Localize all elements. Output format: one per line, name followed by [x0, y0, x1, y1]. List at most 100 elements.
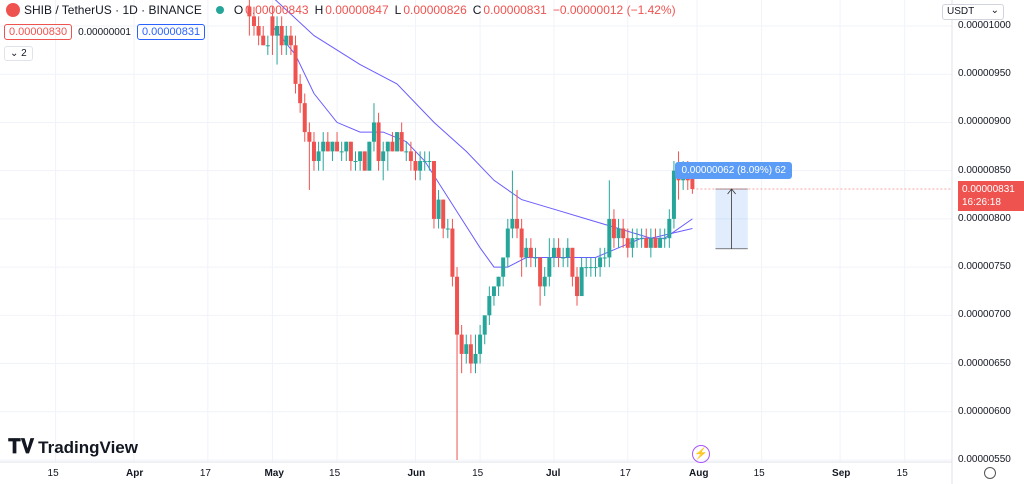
candle-body — [256, 26, 261, 36]
candle-body — [455, 276, 460, 335]
candle-body — [321, 141, 326, 152]
candle-body — [348, 141, 353, 162]
candle-body — [588, 267, 593, 269]
candle-body — [381, 151, 386, 162]
candle-body — [302, 103, 307, 133]
bar-countdown: 16:26:18 — [962, 196, 1001, 208]
candle-body — [468, 344, 473, 364]
candle-body — [653, 238, 658, 248]
candle-body — [542, 276, 547, 287]
y-tick-label: 0.00000700 — [958, 309, 1011, 321]
candle-body — [311, 141, 316, 162]
market-status-icon — [215, 6, 224, 14]
candle-body — [385, 141, 390, 152]
candle-body — [690, 177, 695, 189]
symbol-title[interactable]: SHIB / TetherUS · 1D · BINANCE — [24, 3, 202, 17]
y-tick-label: 0.00001000 — [958, 20, 1011, 31]
candle-body — [625, 238, 630, 248]
candle-body — [510, 218, 515, 229]
candle-body — [491, 286, 496, 297]
bid-ask-row: 0.00000830 0.00000001 0.00000831 — [4, 24, 206, 40]
y-tick-label: 0.00000850 — [958, 164, 1011, 176]
candle-body — [473, 353, 478, 364]
indicators-toggle[interactable]: ⌄ 2 — [4, 46, 33, 61]
candle-body — [339, 151, 344, 153]
candle-body — [307, 132, 312, 142]
candle-body — [501, 257, 506, 277]
candle-body — [427, 161, 432, 163]
x-tick-label: 17 — [199, 468, 211, 479]
candle-body — [284, 35, 289, 46]
ask-price[interactable]: 0.00000831 — [136, 24, 206, 40]
candle-body — [399, 132, 404, 152]
candle-body — [607, 218, 612, 258]
tradingview-logo[interactable]: 𝐓𝐕 TradingView — [8, 436, 138, 459]
candle-body — [575, 276, 580, 297]
x-tick-label: May — [264, 468, 284, 479]
currency-selector[interactable]: USDT ⌄ — [942, 4, 1004, 20]
candle-body — [459, 334, 464, 354]
candle-body — [436, 199, 441, 219]
chevron-down-icon: ⌄ — [10, 48, 19, 59]
last-price-tag: 0.00000831 16:26:18 — [958, 180, 1024, 211]
candle-body — [533, 257, 538, 259]
high-value: 0.00000847 — [325, 3, 389, 17]
candle-body — [413, 161, 418, 171]
candle-body — [524, 247, 529, 258]
symbol-icon — [6, 3, 20, 17]
candle-body — [335, 141, 340, 152]
candle-body — [551, 247, 556, 258]
x-tick-label: 15 — [472, 468, 484, 479]
measure-arrowhead — [727, 188, 736, 195]
legend-header: SHIB / TetherUS · 1D · BINANCE O 0.00000… — [0, 0, 676, 20]
candle-body — [450, 228, 455, 277]
candle-body — [584, 267, 589, 269]
ma-slow-line — [274, 0, 693, 239]
high-label: H — [314, 3, 324, 17]
x-tick-label: 15 — [329, 468, 341, 479]
x-tick-label: Aug — [689, 468, 709, 479]
candle-body — [547, 257, 552, 277]
bid-price[interactable]: 0.00000830 — [4, 24, 73, 40]
candle-body — [662, 238, 667, 240]
candle-body — [298, 83, 303, 104]
candle-body — [316, 151, 321, 162]
candle-body — [275, 26, 280, 36]
candle-body — [445, 228, 450, 230]
candle-body — [362, 151, 367, 171]
candle-body — [330, 141, 335, 152]
candle-body — [441, 199, 446, 229]
x-tick-label: Sep — [832, 468, 851, 479]
tv-icon: 𝐓𝐕 — [8, 436, 35, 458]
x-tick-label: Apr — [126, 468, 144, 479]
candle-body — [611, 218, 616, 239]
low-label: L — [394, 3, 402, 17]
candle-body — [639, 238, 644, 240]
candle-body — [556, 247, 561, 258]
candle-body — [464, 344, 469, 354]
last-price: 0.00000831 — [962, 183, 1015, 195]
x-tick-label: 15 — [896, 468, 908, 479]
low-value: 0.00000826 — [403, 3, 467, 17]
x-tick-label: Jul — [545, 468, 561, 479]
y-tick-label: 0.00000550 — [958, 454, 1011, 465]
candle-body — [422, 161, 427, 163]
candle-body — [404, 151, 409, 153]
y-tick-label: 0.00000900 — [958, 116, 1011, 128]
y-tick-label: 0.00000800 — [958, 212, 1011, 224]
candle-body — [344, 141, 349, 152]
candle-body — [538, 257, 543, 287]
candle-body — [671, 170, 676, 219]
candle-body — [635, 238, 640, 240]
candle-body — [395, 132, 400, 152]
open-label: O — [233, 3, 244, 17]
candle-body — [528, 247, 533, 258]
lightning-icon[interactable]: ⚡ — [692, 445, 710, 463]
settings-gear-icon[interactable] — [984, 467, 996, 479]
candle-body — [270, 16, 275, 36]
candle-body — [658, 238, 663, 248]
candle-body — [390, 141, 395, 152]
candle-body — [561, 257, 566, 259]
candle-body — [667, 218, 672, 239]
